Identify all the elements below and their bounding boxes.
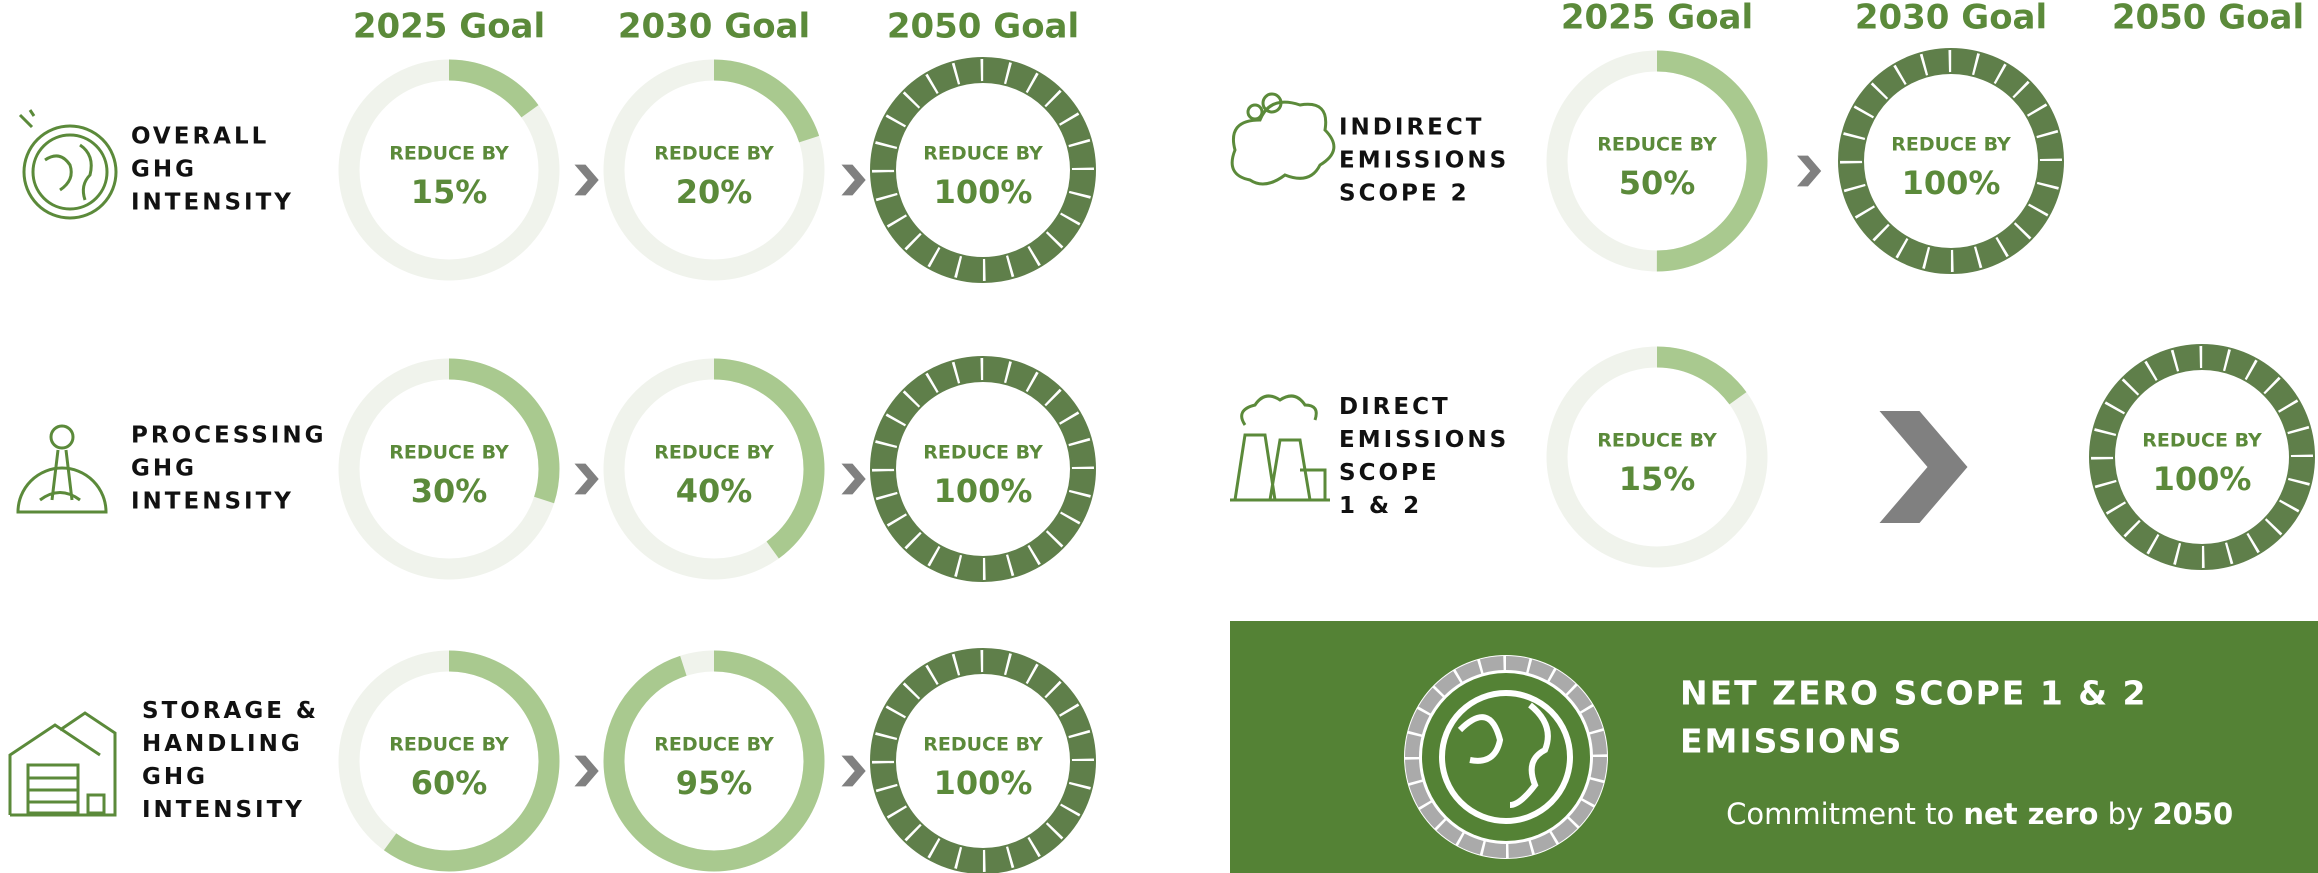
ring-value: 95% — [676, 764, 753, 802]
ring-value: 15% — [411, 173, 488, 211]
row-label: STORAGE & — [142, 698, 319, 724]
ring-prefix: REDUCE BY — [654, 442, 774, 464]
icon-factory-gear — [16, 424, 108, 514]
ring-prefix: REDUCE BY — [1597, 134, 1717, 156]
icon-power-plant — [1230, 394, 1330, 502]
row-label: EMISSIONS — [1339, 427, 1509, 453]
ring-edge — [1862, 72, 2040, 250]
row-label: INTENSITY — [131, 190, 294, 216]
arrow — [574, 164, 599, 196]
ring-prefix: REDUCE BY — [654, 734, 774, 756]
row-label: EMISSIONS — [1339, 148, 1509, 174]
ring-prefix: REDUCE BY — [1597, 430, 1717, 452]
row-label: SCOPE — [1339, 460, 1440, 486]
ring-arc — [1546, 346, 1768, 568]
ring-value: 30% — [411, 472, 488, 510]
ring-prefix: REDUCE BY — [654, 143, 774, 165]
banner-globe — [1404, 655, 1608, 859]
ring-arc — [338, 650, 560, 872]
row-label: OVERALL — [131, 124, 269, 150]
column-header: 2050 Goal — [2112, 0, 2304, 38]
ring-arc — [338, 59, 560, 281]
row-label: GHG — [142, 764, 208, 790]
row-label: SCOPE 2 — [1339, 181, 1470, 207]
ring-value: 100% — [934, 472, 1033, 510]
ring-arc — [1546, 50, 1768, 272]
text-part: 2050 — [2152, 797, 2233, 831]
icon-warehouse — [8, 711, 117, 817]
text-part: net zero — [1963, 797, 2098, 831]
ring-full — [871, 649, 1095, 873]
column-header: 2025 Goal — [1561, 0, 1753, 38]
ring-edge — [894, 380, 1072, 558]
arrow — [1797, 155, 1822, 187]
ring-edge — [2113, 368, 2291, 546]
row-label: INTENSITY — [142, 797, 305, 823]
ring-value: 50% — [1619, 164, 1696, 202]
row-label: PROCESSING — [131, 423, 327, 449]
column-header: 2050 Goal — [887, 7, 1079, 47]
ring-value: 15% — [1619, 460, 1696, 498]
column-header: 2030 Goal — [1855, 0, 2047, 38]
ring-edge — [870, 356, 1096, 582]
ring-prefix: REDUCE BY — [389, 442, 509, 464]
row-label: GHG — [131, 157, 197, 183]
row-label: DIRECT — [1339, 394, 1451, 420]
column-header: 2025 Goal — [353, 7, 545, 47]
arrow — [841, 164, 866, 196]
ring-value: 20% — [676, 173, 753, 211]
column-header: 2030 Goal — [618, 7, 810, 47]
icon-cloud — [1230, 92, 1336, 186]
ring-edge — [870, 57, 1096, 283]
row-label: INTENSITY — [131, 489, 294, 515]
ring-value: 100% — [2153, 460, 2252, 498]
ring-prefix: REDUCE BY — [2142, 430, 2262, 452]
ring-value: 100% — [934, 173, 1033, 211]
text-part: Commitment to — [1726, 797, 1963, 831]
ring-edge — [870, 648, 1096, 873]
ring-value: 60% — [411, 764, 488, 802]
ring-prefix: REDUCE BY — [389, 734, 509, 756]
row-label: 1 & 2 — [1339, 493, 1422, 519]
ring-value: 40% — [676, 472, 753, 510]
icon-globe — [18, 109, 118, 220]
ring-prefix: REDUCE BY — [389, 143, 509, 165]
arrow — [574, 463, 599, 495]
ring-edge — [2089, 344, 2315, 570]
ring-full — [1839, 49, 2063, 273]
banner-text: Commitment to net zero by 2050 — [1680, 797, 2261, 831]
row-label: INDIRECT — [1339, 115, 1484, 141]
ring-prefix: REDUCE BY — [923, 442, 1043, 464]
banner-title: EMISSIONS — [1680, 722, 1903, 761]
ring-full — [2090, 345, 2314, 569]
arrow — [841, 755, 866, 787]
row-label: HANDLING — [142, 731, 303, 757]
ring-arc — [603, 650, 825, 872]
ring-full — [871, 357, 1095, 581]
banner-title: NET ZERO SCOPE 1 & 2 — [1680, 674, 2148, 713]
ring-edge — [894, 672, 1072, 850]
text-part: by — [2098, 797, 2152, 831]
ring-arc — [603, 358, 825, 580]
arrow — [1879, 411, 1968, 523]
ring-edge — [1838, 48, 2064, 274]
ring-edge — [894, 81, 1072, 259]
row-label: GHG — [131, 456, 197, 482]
ring-prefix: REDUCE BY — [1891, 134, 2011, 156]
ring-arc — [603, 59, 825, 281]
ring-arc — [338, 358, 560, 580]
arrow — [574, 755, 599, 787]
arrow — [841, 463, 866, 495]
ring-full — [871, 58, 1095, 282]
ring-value: 100% — [1902, 164, 2001, 202]
ring-prefix: REDUCE BY — [923, 143, 1043, 165]
ring-prefix: REDUCE BY — [923, 734, 1043, 756]
ring-value: 100% — [934, 764, 1033, 802]
